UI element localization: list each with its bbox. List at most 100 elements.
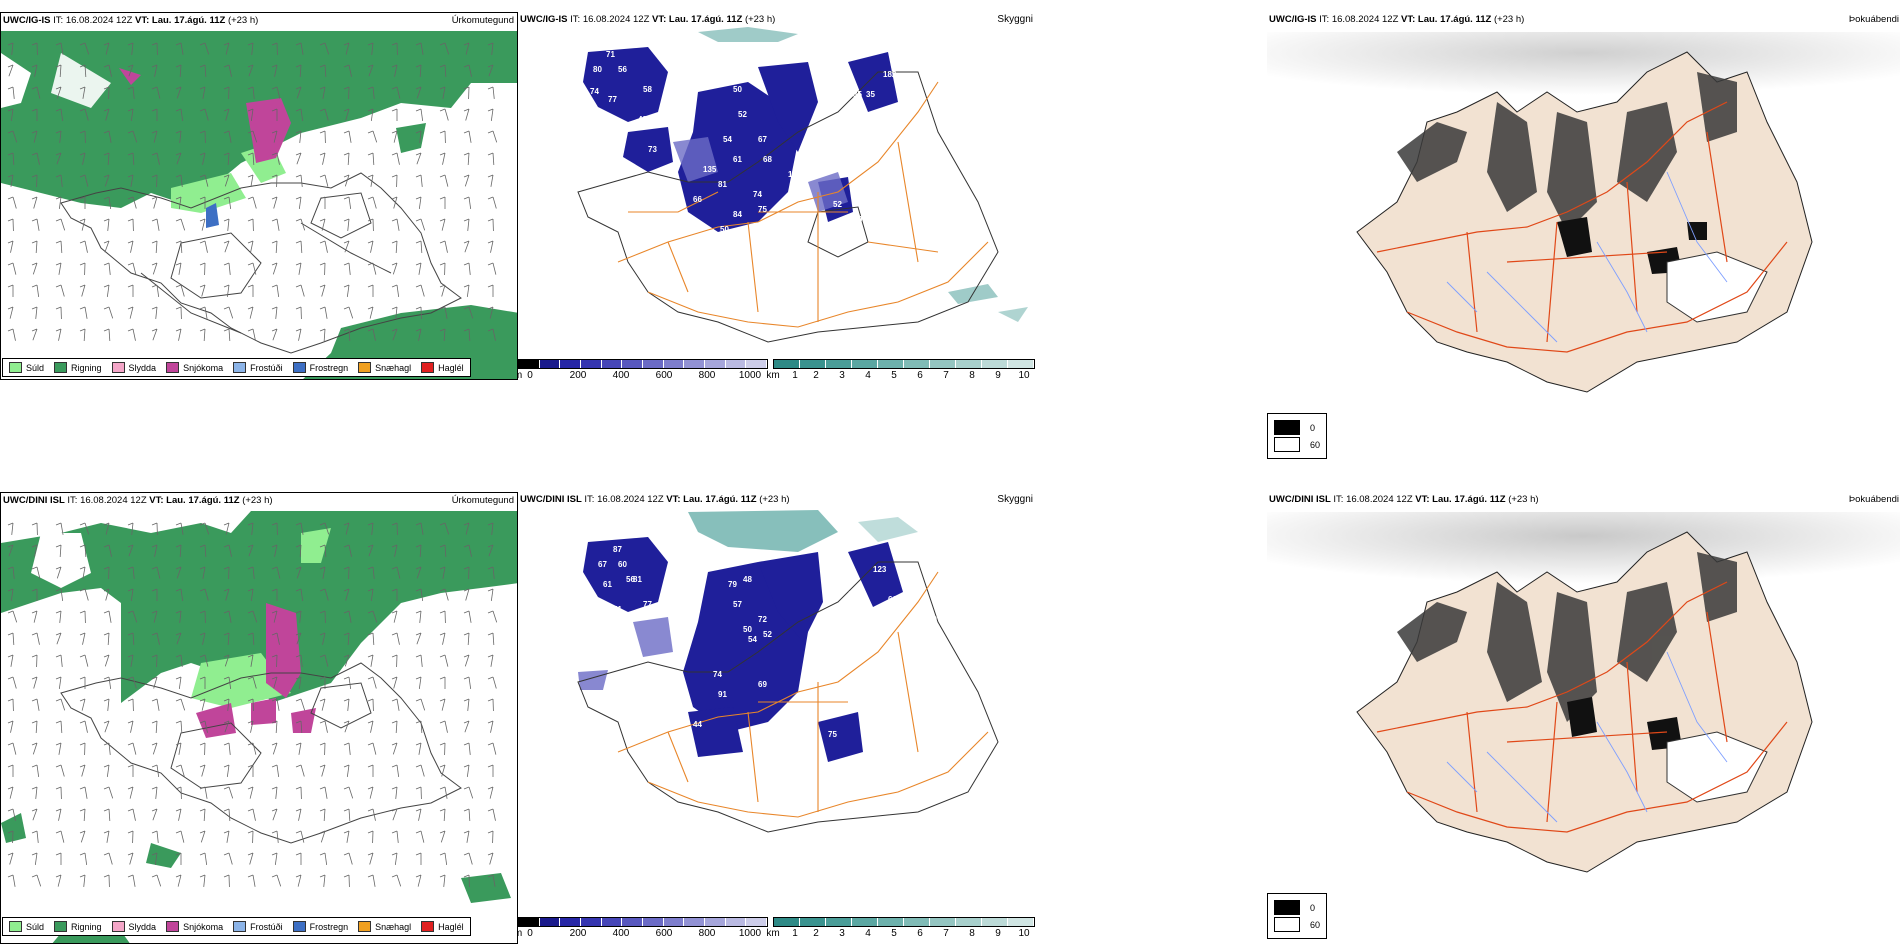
wind-barb — [396, 698, 400, 711]
cloud-base-color-cell — [663, 918, 685, 926]
wind-barb-flag — [439, 262, 446, 266]
wind-barb-flag — [367, 130, 374, 134]
cloud-base-label: 52 — [763, 630, 772, 639]
cloud-base-label: 50 — [743, 625, 752, 634]
wind-barb — [344, 720, 350, 733]
wind-barb — [58, 742, 62, 755]
wind-barb-flag — [463, 544, 470, 548]
wind-barb — [370, 108, 374, 121]
wind-barb-flag — [295, 566, 302, 570]
wind-barb — [297, 874, 302, 887]
wind-barb — [132, 874, 136, 887]
cloud-base-label: 71 — [606, 50, 615, 59]
legend-item: Haglél — [421, 362, 464, 373]
wind-barb-flag — [391, 566, 398, 570]
wind-barb — [12, 808, 16, 821]
wind-barb-flag — [343, 654, 350, 658]
wind-barb-flag — [7, 720, 14, 724]
wind-barb — [60, 522, 64, 535]
wind-barb — [130, 654, 134, 667]
cloud-base-color-cell — [705, 918, 726, 926]
wind-barb — [324, 64, 327, 77]
wind-barb — [60, 764, 65, 777]
wind-barb — [84, 852, 88, 865]
wind-barb-flag — [271, 610, 278, 614]
wind-barb — [416, 152, 422, 165]
wind-barb — [105, 588, 110, 601]
wind-barb — [106, 284, 110, 297]
cloud-base-color-cell — [746, 360, 768, 368]
wind-barb — [252, 874, 256, 887]
wind-barb-flag — [391, 830, 398, 834]
wind-barb-flag — [343, 632, 350, 636]
wind-barb — [156, 284, 160, 297]
cloud-base-label: 50 — [733, 85, 742, 94]
wind-barb-flag — [127, 262, 134, 266]
cloud-base-label: 50 — [720, 225, 729, 234]
wind-barb-flag — [271, 764, 278, 768]
wind-barb — [321, 284, 326, 297]
wind-barb-flag — [439, 830, 446, 834]
wind-barb-flag — [295, 306, 302, 310]
wind-barb-flag — [31, 874, 38, 878]
wind-barb — [275, 786, 278, 799]
wind-barb-flag — [127, 742, 134, 746]
cloud-km-color-cell — [982, 918, 1008, 926]
wind-barb — [60, 174, 63, 187]
wind-barb — [276, 874, 282, 887]
wind-barb-flag — [103, 174, 110, 178]
wind-barb — [9, 786, 14, 799]
wind-barb-flag — [223, 610, 230, 614]
wind-barb — [443, 328, 446, 341]
wind-barb-flag — [319, 786, 326, 790]
wind-barb — [468, 130, 472, 143]
wind-barb-flag — [151, 152, 158, 156]
wind-barb — [444, 852, 448, 865]
wind-barb-flag — [271, 108, 278, 112]
wind-barb — [464, 240, 470, 253]
wind-barb — [36, 152, 40, 165]
wind-barb-flag — [271, 42, 278, 46]
wind-barb-flag — [319, 632, 326, 636]
wind-barb-flag — [31, 108, 38, 112]
wind-barb-flag — [343, 786, 350, 790]
wind-barb-flag — [151, 874, 158, 878]
legend-item: Slydda — [111, 362, 156, 373]
wind-barb-flag — [151, 610, 158, 614]
wind-barb-flag — [247, 64, 254, 68]
wind-barb — [395, 306, 398, 319]
wind-barb-flag — [319, 108, 326, 112]
wind-barb — [372, 86, 375, 99]
wind-barb-flag — [7, 742, 14, 746]
wind-barb-flag — [415, 86, 422, 90]
wind-barb-flag — [223, 632, 230, 636]
wind-barb — [420, 174, 423, 187]
wind-barb-flag — [463, 786, 470, 790]
legend-item: Slydda — [111, 921, 156, 932]
wind-barb-flag — [367, 64, 374, 68]
wind-barb — [132, 632, 135, 645]
wind-barb — [418, 328, 422, 341]
wind-barb — [396, 284, 400, 297]
wind-barb — [276, 86, 281, 99]
wind-barb — [108, 786, 114, 799]
wind-barb-flag — [7, 64, 14, 68]
wind-barb-flag — [295, 196, 302, 200]
wind-barb-flag — [487, 174, 494, 178]
wind-barb — [395, 240, 398, 253]
wind-barb-flag — [487, 764, 494, 768]
wind-barb-flag — [295, 544, 302, 548]
wind-barb-flag — [319, 588, 326, 592]
wind-barb — [321, 698, 326, 711]
wind-barb-flag — [415, 108, 422, 112]
cloud-base-label: 71 — [903, 545, 912, 554]
wind-barb — [444, 544, 447, 557]
wind-barb-flag — [343, 86, 350, 90]
wind-barb — [420, 284, 425, 297]
wind-barb-flag — [439, 544, 446, 548]
wind-barb-flag — [103, 786, 110, 790]
wind-barb-flag — [151, 544, 158, 548]
wind-barb — [204, 544, 207, 557]
wind-barb-flag — [391, 698, 398, 702]
wind-barb-flag — [295, 808, 302, 812]
